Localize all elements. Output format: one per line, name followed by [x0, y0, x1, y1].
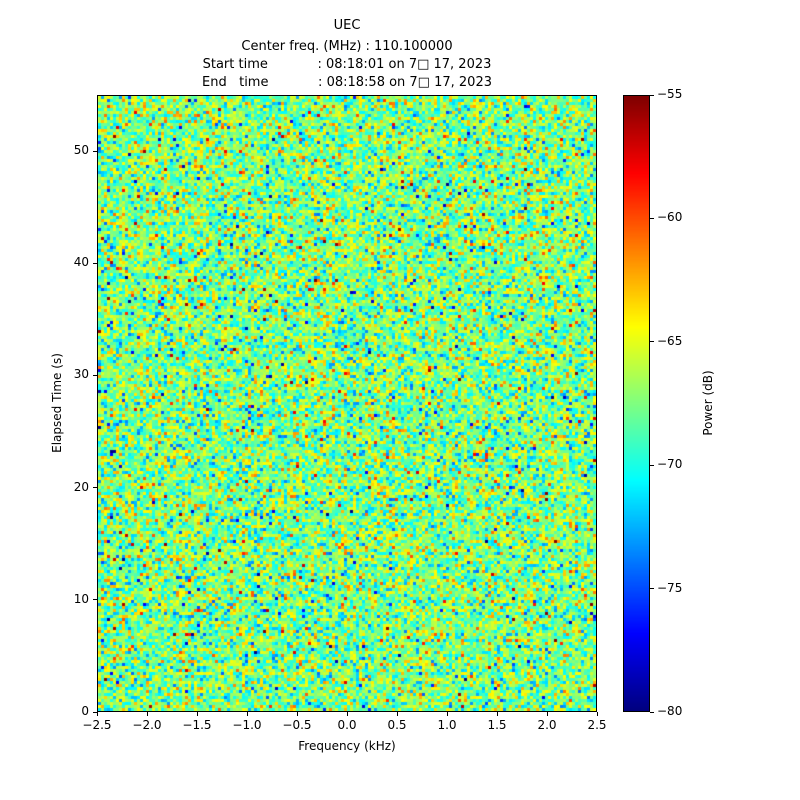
x-tick-mark: [246, 712, 248, 716]
y-tick-mark: [93, 711, 97, 713]
colorbar: [623, 95, 650, 712]
x-tick-mark: [496, 712, 498, 716]
colorbar-tick-mark: [650, 341, 654, 343]
x-tick-mark: [446, 712, 448, 716]
y-tick-label: 30: [73, 367, 89, 382]
colorbar-tick-mark: [650, 464, 654, 466]
colorbar-tick-mark: [650, 94, 654, 96]
x-tick-label: 0.0: [337, 718, 357, 732]
plot-area: [97, 95, 597, 712]
colorbar-tick-mark: [650, 588, 654, 590]
x-tick-label: −1.5: [182, 718, 212, 732]
y-tick-label: 0: [81, 704, 89, 718]
colorbar-tick-mark: [650, 711, 654, 713]
header-center-freq: Center freq. (MHz) : 110.100000: [241, 39, 453, 54]
x-tick-mark: [96, 712, 98, 716]
y-tick-label: 20: [73, 479, 89, 494]
x-tick-mark: [196, 712, 198, 716]
colorbar-label: Power (dB): [701, 370, 715, 436]
plot-title: UEC: [333, 18, 361, 33]
colorbar-tick-label: −75: [657, 580, 683, 595]
colorbar-tick-label: −70: [657, 457, 683, 472]
x-tick-mark: [146, 712, 148, 716]
y-tick-label: 40: [73, 255, 89, 270]
x-tick-label: 1.5: [487, 718, 507, 732]
x-tick-label: 2.5: [587, 718, 607, 732]
x-tick-label: 1.0: [437, 718, 457, 732]
spectrogram-heatmap: [98, 96, 596, 711]
x-tick-label: −1.0: [232, 718, 262, 732]
y-tick-mark: [93, 374, 97, 376]
colorbar-tick-label: −80: [657, 704, 683, 718]
colorbar-tick-label: −60: [657, 210, 683, 225]
colorbar-tick-label: −65: [657, 333, 683, 348]
header-end-time: End time : 08:18:58 on 7□ 17, 2023: [202, 75, 492, 90]
colorbar-tick-mark: [650, 217, 654, 219]
y-tick-label: 10: [73, 591, 89, 606]
y-tick-mark: [93, 599, 97, 601]
x-tick-label: −0.5: [282, 718, 312, 732]
colorbar-gradient: [624, 96, 649, 711]
x-tick-label: −2.0: [132, 718, 162, 732]
y-tick-mark: [93, 262, 97, 264]
header-start-time: Start time : 08:18:01 on 7□ 17, 2023: [202, 57, 492, 72]
y-tick-label: 50: [73, 143, 89, 158]
x-tick-label: 2.0: [537, 718, 557, 732]
x-tick-mark: [396, 712, 398, 716]
x-tick-mark: [596, 712, 598, 716]
colorbar-tick-label: −55: [657, 87, 683, 101]
y-tick-mark: [93, 150, 97, 152]
x-tick-label: 0.5: [387, 718, 407, 732]
x-axis-label: Frequency (kHz): [298, 739, 396, 753]
x-tick-mark: [346, 712, 348, 716]
x-tick-mark: [296, 712, 298, 716]
y-tick-mark: [93, 487, 97, 489]
x-tick-label: −2.5: [82, 718, 112, 732]
x-tick-mark: [546, 712, 548, 716]
